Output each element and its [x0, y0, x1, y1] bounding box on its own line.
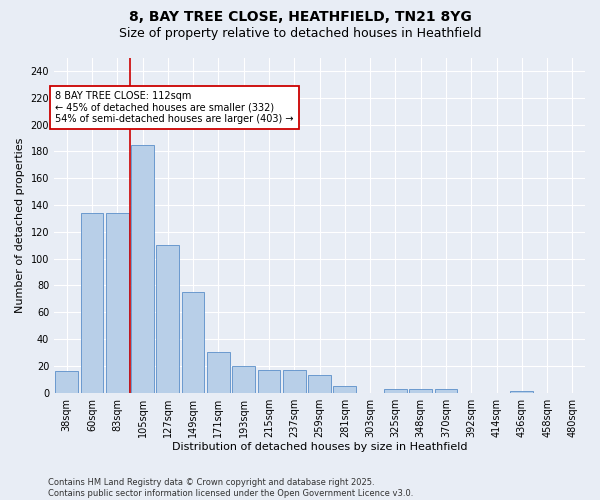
- Bar: [207, 352, 230, 393]
- Bar: [106, 213, 128, 392]
- Bar: [80, 213, 103, 392]
- Bar: [283, 370, 305, 392]
- Text: 8 BAY TREE CLOSE: 112sqm
← 45% of detached houses are smaller (332)
54% of semi-: 8 BAY TREE CLOSE: 112sqm ← 45% of detach…: [55, 91, 294, 124]
- Bar: [257, 370, 280, 392]
- Text: Size of property relative to detached houses in Heathfield: Size of property relative to detached ho…: [119, 28, 481, 40]
- Text: Contains HM Land Registry data © Crown copyright and database right 2025.
Contai: Contains HM Land Registry data © Crown c…: [48, 478, 413, 498]
- Bar: [334, 386, 356, 392]
- Bar: [182, 292, 205, 392]
- X-axis label: Distribution of detached houses by size in Heathfield: Distribution of detached houses by size …: [172, 442, 467, 452]
- Bar: [434, 388, 457, 392]
- Bar: [55, 372, 78, 392]
- Bar: [308, 376, 331, 392]
- Text: 8, BAY TREE CLOSE, HEATHFIELD, TN21 8YG: 8, BAY TREE CLOSE, HEATHFIELD, TN21 8YG: [128, 10, 472, 24]
- Bar: [157, 245, 179, 392]
- Bar: [232, 366, 255, 392]
- Bar: [409, 388, 432, 392]
- Y-axis label: Number of detached properties: Number of detached properties: [15, 138, 25, 313]
- Bar: [384, 388, 407, 392]
- Bar: [131, 144, 154, 392]
